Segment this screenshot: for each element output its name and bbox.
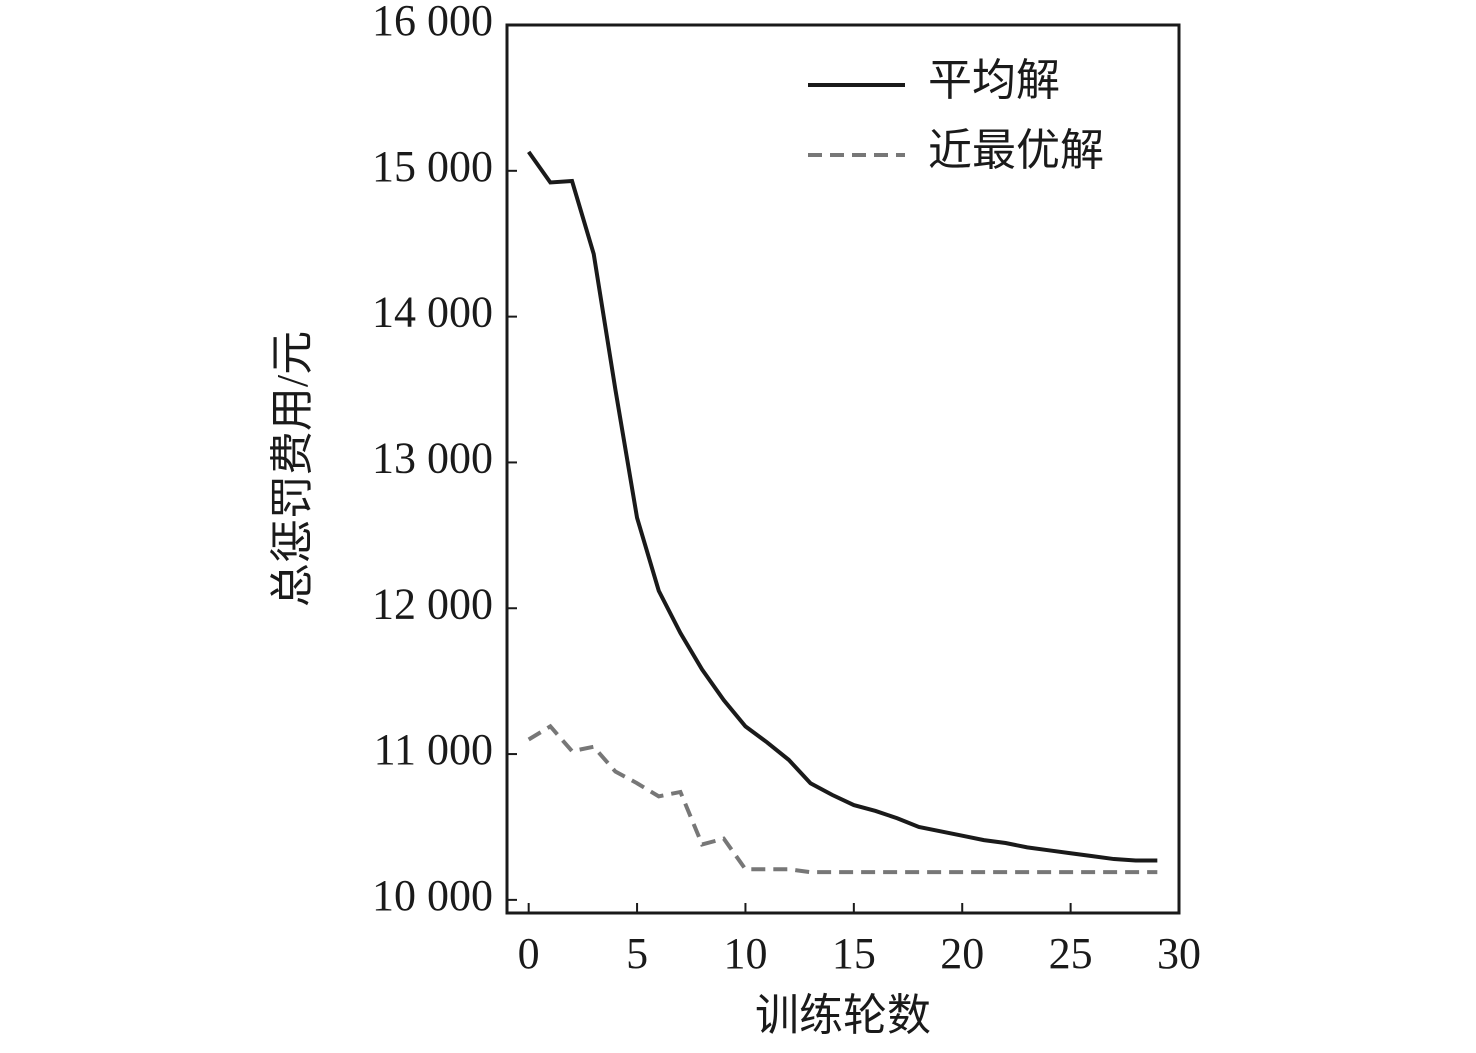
x-axis-label: 训练轮数 <box>755 991 931 1040</box>
y-tick-label: 16 000 <box>372 0 493 45</box>
x-tick-label: 5 <box>626 929 648 978</box>
y-axis-label: 总惩罚费用/元 <box>268 331 317 607</box>
x-tick-label: 25 <box>1049 929 1093 978</box>
x-tick-label: 0 <box>518 929 540 978</box>
y-tick-label: 10 000 <box>372 871 493 920</box>
series-line <box>527 150 1158 863</box>
x-tick-label: 30 <box>1157 929 1201 978</box>
plot-frame <box>505 23 1181 915</box>
y-tick-label: 13 000 <box>372 434 493 483</box>
series-line <box>527 723 1158 875</box>
legend-label: 近最优解 <box>928 126 1104 175</box>
x-tick-label: 15 <box>832 929 876 978</box>
y-tick-label: 12 000 <box>372 579 493 628</box>
y-tick-label: 15 000 <box>372 142 493 191</box>
y-tick-label: 11 000 <box>374 725 493 774</box>
legend-label: 平均解 <box>928 56 1060 105</box>
x-tick-label: 20 <box>940 929 984 978</box>
y-tick-label: 14 000 <box>372 288 493 337</box>
x-tick-label: 10 <box>723 929 767 978</box>
